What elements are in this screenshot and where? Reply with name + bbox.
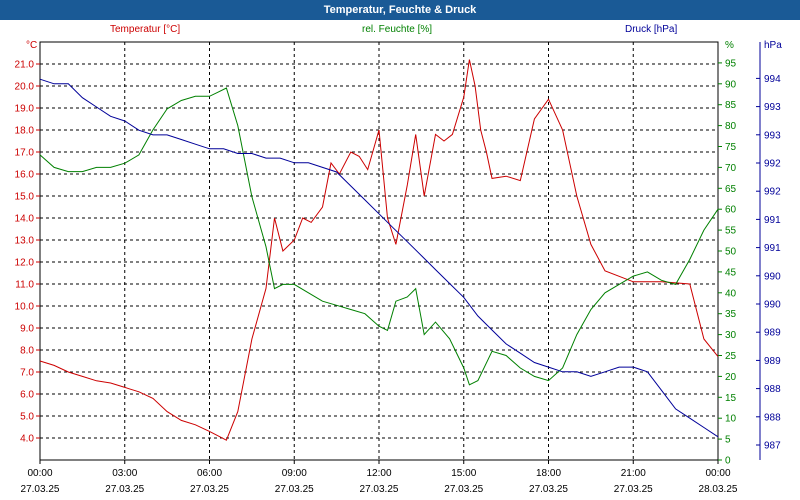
- temperature-tick-label: 4.0: [20, 434, 34, 445]
- x-tick-label: 00:00: [705, 468, 730, 479]
- x-tick-date: 27.03.25: [275, 484, 314, 495]
- humidity-unit-label: %: [725, 40, 734, 51]
- humidity-tick-label: 85: [725, 100, 737, 111]
- temperature-tick-label: 16.0: [15, 170, 35, 181]
- x-tick-label: 18:00: [536, 468, 561, 479]
- pressure-unit-label: hPa: [764, 40, 782, 51]
- x-tick-date: 27.03.25: [529, 484, 568, 495]
- temperature-tick-label: 14.0: [15, 214, 35, 225]
- pressure-tick-label: 992: [764, 187, 781, 198]
- x-tick-label: 00:00: [27, 468, 52, 479]
- temperature-tick-label: 12.0: [15, 258, 35, 269]
- pressure-tick-label: 994: [764, 74, 781, 85]
- pressure-tick-label: 987: [764, 441, 781, 452]
- pressure-tick-label: 991: [764, 243, 781, 254]
- humidity-tick-label: 65: [725, 184, 737, 195]
- humidity-tick-label: 20: [725, 372, 737, 383]
- x-tick-date: 27.03.25: [105, 484, 144, 495]
- pressure-tick-label: 990: [764, 271, 781, 282]
- x-tick-date: 27.03.25: [190, 484, 229, 495]
- pressure-tick-label: 990: [764, 300, 781, 311]
- temperature-tick-label: 18.0: [15, 126, 35, 137]
- humidity-tick-label: 0: [725, 456, 731, 467]
- temperature-tick-label: 5.0: [20, 412, 34, 423]
- temperature-tick-label: 9.0: [20, 324, 34, 335]
- humidity-tick-label: 35: [725, 309, 737, 320]
- humidity-tick-label: 15: [725, 393, 737, 404]
- humidity-tick-label: 45: [725, 267, 737, 278]
- temperature-tick-label: 21.0: [15, 60, 35, 71]
- humidity-tick-label: 30: [725, 330, 737, 341]
- pressure-tick-label: 993: [764, 130, 781, 141]
- humidity-tick-label: 80: [725, 121, 737, 132]
- temperature-tick-label: 17.0: [15, 148, 35, 159]
- x-tick-label: 15:00: [451, 468, 476, 479]
- humidity-tick-label: 10: [725, 414, 737, 425]
- x-tick-label: 06:00: [197, 468, 222, 479]
- x-tick-date: 27.03.25: [444, 484, 483, 495]
- humidity-tick-label: 25: [725, 351, 737, 362]
- x-tick-label: 12:00: [366, 468, 391, 479]
- x-tick-label: 09:00: [282, 468, 307, 479]
- humidity-tick-label: 70: [725, 163, 737, 174]
- pressure-series-line: [39, 78, 719, 438]
- humidity-axis-label: rel. Feuchte [%]: [362, 24, 433, 35]
- humidity-tick-label: 55: [725, 226, 737, 237]
- temperature-tick-label: 19.0: [15, 104, 35, 115]
- pressure-tick-label: 988: [764, 384, 781, 395]
- x-tick-date: 27.03.25: [614, 484, 653, 495]
- humidity-tick-label: 5: [725, 435, 731, 446]
- pressure-tick-label: 989: [764, 356, 781, 367]
- humidity-tick-label: 90: [725, 79, 737, 90]
- temperature-unit-label: °C: [26, 40, 37, 51]
- pressure-axis-label: Druck [hPa]: [625, 24, 678, 35]
- humidity-tick-label: 40: [725, 288, 737, 299]
- temperature-tick-label: 6.0: [20, 390, 34, 401]
- pressure-tick-label: 988: [764, 412, 781, 423]
- temperature-tick-label: 13.0: [15, 236, 35, 247]
- x-tick-label: 03:00: [112, 468, 137, 479]
- x-tick-date: 27.03.25: [21, 484, 60, 495]
- pressure-tick-label: 992: [764, 159, 781, 170]
- chart-title: Temperatur, Feuchte & Druck: [0, 0, 800, 20]
- temperature-series-line: [39, 59, 719, 441]
- temperature-tick-label: 11.0: [15, 280, 34, 291]
- humidity-tick-label: 75: [725, 142, 737, 153]
- x-tick-label: 21:00: [621, 468, 646, 479]
- temperature-tick-label: 8.0: [20, 346, 34, 357]
- humidity-tick-label: 95: [725, 58, 737, 69]
- humidity-tick-label: 50: [725, 247, 737, 258]
- temperature-tick-label: 7.0: [20, 368, 34, 379]
- humidity-tick-label: 60: [725, 205, 737, 216]
- x-tick-date: 27.03.25: [360, 484, 399, 495]
- temperature-tick-label: 10.0: [15, 302, 35, 313]
- pressure-tick-label: 991: [764, 215, 781, 226]
- pressure-tick-label: 989: [764, 328, 781, 339]
- pressure-tick-label: 993: [764, 102, 781, 113]
- x-tick-date: 28.03.25: [699, 484, 738, 495]
- temperature-tick-label: 20.0: [15, 82, 35, 93]
- temperature-tick-label: 15.0: [15, 192, 35, 203]
- temperature-axis-label: Temperatur [°C]: [110, 24, 181, 35]
- humidity-series-line: [39, 87, 719, 386]
